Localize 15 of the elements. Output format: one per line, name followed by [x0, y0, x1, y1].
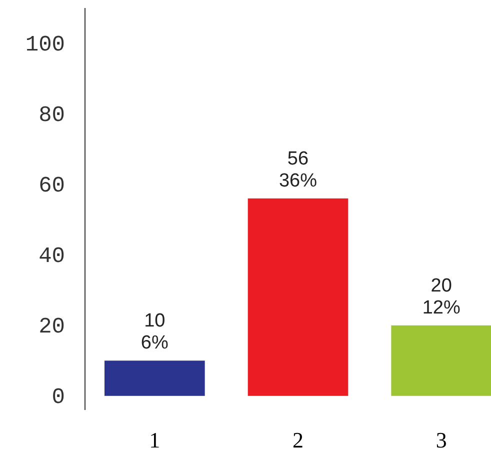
y-tick-label: 60 — [38, 173, 65, 198]
x-tick-label: 3 — [436, 428, 447, 453]
data-label: 10 6% — [140, 310, 168, 354]
bar — [248, 198, 348, 396]
x-tick-label: 2 — [292, 428, 304, 453]
data-label: 20 12% — [422, 275, 460, 318]
bar — [104, 360, 205, 396]
data-label: 56 36% — [278, 148, 318, 192]
y-tick-label: 100 — [25, 32, 65, 58]
y-tick-label: 20 — [38, 314, 65, 340]
y-tick-label: 0 — [52, 384, 65, 410]
bar — [391, 325, 491, 396]
x-tick-label: 1 — [149, 428, 160, 453]
y-tick-label: 40 — [38, 244, 65, 269]
y-tick-label: 80 — [38, 102, 65, 128]
